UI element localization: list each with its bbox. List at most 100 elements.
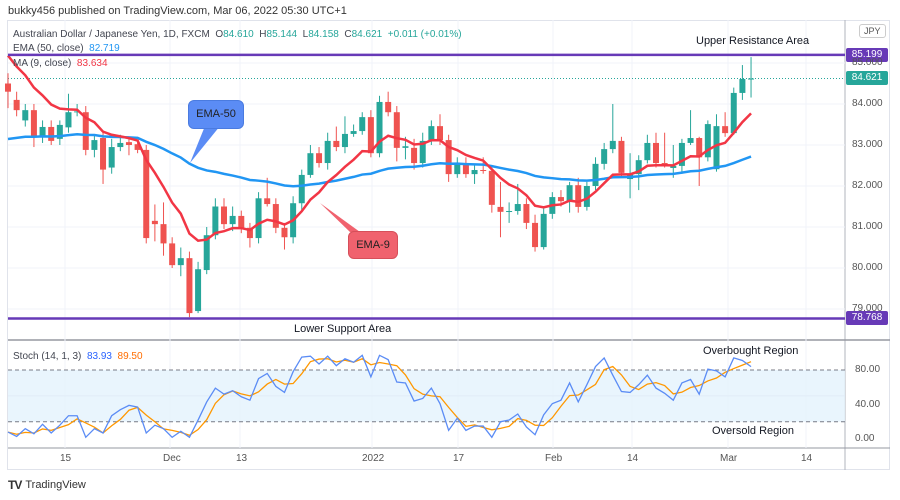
candle-down (238, 215, 245, 228)
change-value: +0.011 (+0.01%) (387, 29, 462, 40)
price-tick-label: 82.000 (852, 180, 883, 191)
candle-up (419, 140, 426, 164)
candle-down (653, 142, 659, 164)
candle-up (670, 165, 677, 168)
ema50-callout: EMA-50 (188, 100, 244, 129)
resistance-price-tag: 85.199 (846, 48, 888, 62)
time-tick-label: Mar (720, 453, 738, 464)
ema9-line (7, 54, 752, 243)
candle-up (635, 160, 642, 175)
candle-down (48, 126, 55, 141)
ema9-callout: EMA-9 (348, 231, 398, 259)
candle-down (281, 227, 288, 238)
candle-down (100, 138, 107, 170)
candle-down (151, 220, 158, 225)
candle-up (117, 142, 124, 148)
stoch-tick-label: 40.00 (855, 398, 881, 410)
candle-up (540, 213, 547, 248)
candle-up (65, 112, 72, 128)
candle-up (56, 124, 63, 139)
chart-frame (7, 20, 890, 470)
candle-down (82, 112, 89, 150)
candle-down (367, 117, 374, 154)
candle-up (687, 138, 694, 143)
candle-up (454, 163, 461, 175)
candle-down (557, 197, 564, 202)
candle-up (592, 163, 599, 186)
time-tick-label: Feb (545, 453, 563, 464)
ma-legend[interactable]: MA (9, close) 83.634 (13, 58, 108, 69)
stoch-k-value: 83.93 (86, 351, 112, 362)
candle-down (618, 140, 625, 173)
stoch-tick-label: 0.00 (855, 433, 875, 444)
candle-down (445, 140, 452, 175)
candle-up (583, 186, 590, 207)
ema-legend[interactable]: EMA (50, close) 82.719 (13, 43, 120, 54)
price-tick-label: 84.000 (852, 98, 883, 109)
time-tick-label: 15 (60, 453, 72, 464)
candle-down (272, 204, 279, 228)
candle-up (402, 146, 409, 148)
candle-down (385, 101, 392, 113)
candle-up (91, 140, 98, 150)
price-tick-label: 85.000 (852, 57, 883, 68)
candle-down (5, 83, 11, 92)
open-value: 84.610 (223, 29, 254, 40)
time-tick-label: 2022 (362, 453, 385, 464)
candle-down (696, 138, 703, 158)
open-label: O (215, 29, 224, 40)
candle-down (497, 206, 504, 212)
time-tick-label: Dec (163, 453, 181, 464)
candle-up (298, 174, 305, 204)
close-label: C (344, 29, 352, 40)
candle-up (255, 198, 262, 239)
candle-down (160, 224, 167, 244)
candle-down (411, 147, 418, 164)
high-label: H (259, 29, 267, 40)
symbol-legend: Australian Dollar / Japanese Yen, 1D, FX… (13, 29, 462, 40)
candle-up (229, 215, 236, 225)
ma-label: MA (9, close) (13, 58, 72, 69)
candle-down (316, 153, 323, 164)
currency-button[interactable]: JPY (859, 24, 886, 38)
candle-up (22, 110, 29, 121)
candle-up (601, 149, 608, 164)
upper-resistance-label: Upper Resistance Area (696, 35, 810, 47)
candle-up (739, 78, 746, 93)
candle-down (13, 99, 20, 111)
candle-down (169, 243, 176, 266)
support-price-tag: 78.768 (846, 311, 888, 325)
stoch-legend[interactable]: Stoch (14, 1, 3) 83.93 89.50 (13, 351, 143, 362)
candle-down (523, 204, 530, 223)
candle-down (575, 185, 582, 207)
time-tick-label: 14 (627, 453, 639, 464)
publisher-line: bukky456 published on TradingView.com, M… (8, 5, 347, 17)
candle-up (428, 126, 435, 141)
price-tick-label: 81.000 (852, 221, 883, 232)
candle-down (722, 126, 729, 134)
tradingview-logo-icon: TV (8, 478, 22, 492)
lower-support-label: Lower Support Area (294, 323, 392, 335)
candle-down (462, 163, 469, 175)
price-tick-label: 80.000 (852, 262, 883, 273)
stoch-k-line (7, 354, 752, 439)
candle-up (39, 126, 46, 137)
candle-down (221, 206, 227, 225)
candle-up (748, 78, 755, 80)
stoch-d-value: 89.50 (117, 351, 143, 362)
candle-up (678, 142, 685, 166)
candle-down (134, 144, 141, 150)
candle-up (324, 140, 331, 164)
candle-up (471, 170, 478, 175)
candle-down (437, 126, 443, 141)
tradingview-logo[interactable]: TV TradingView (8, 478, 86, 492)
oversold-label: Oversold Region (712, 425, 794, 437)
overbought-label: Overbought Region (703, 345, 799, 357)
candle-up (341, 133, 348, 148)
candle-up (359, 117, 366, 132)
candle-down (143, 149, 150, 239)
candle-down (125, 142, 132, 145)
candle-up (566, 185, 573, 202)
low-label: L (302, 29, 309, 40)
